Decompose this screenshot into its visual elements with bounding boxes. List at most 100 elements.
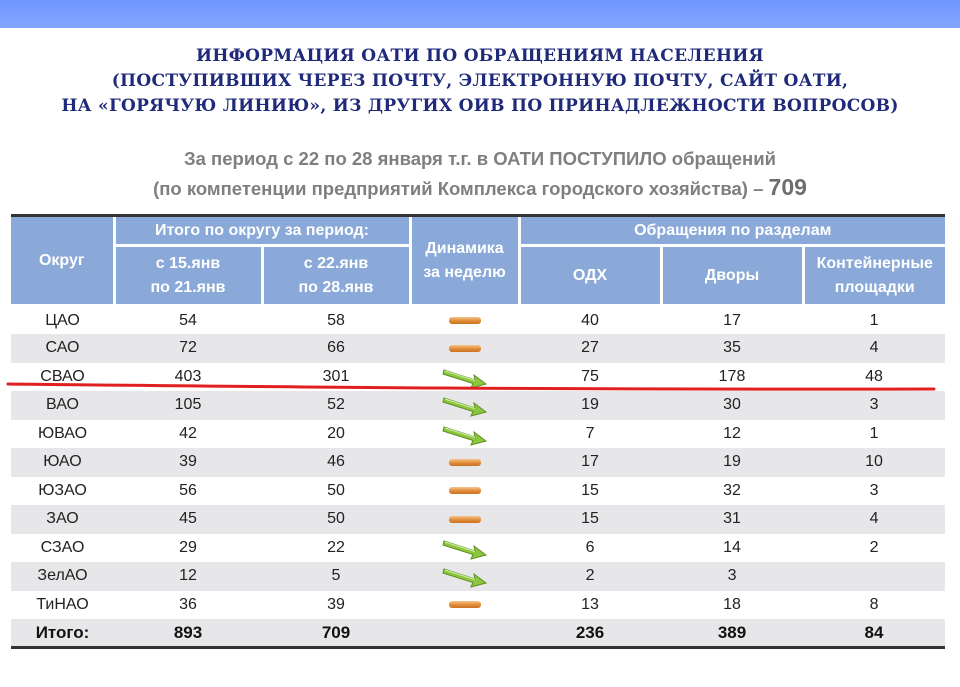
subtitle-total-count: 709 — [768, 174, 807, 200]
header-district: Округ — [11, 214, 114, 307]
table-row: ВАО 105 52 19 30 3 — [11, 391, 946, 420]
orange-dash-icon — [448, 487, 481, 495]
title-line-1: ИНФОРМАЦИЯ ОАТИ ПО ОБРАЩЕНИЯМ НАСЕЛЕНИЯ — [196, 46, 764, 66]
cell-district: СЗАО — [40, 538, 85, 556]
cell-curr: 52 — [262, 391, 411, 420]
cell-yards: 32 — [723, 481, 741, 499]
table-row: ЗелАО 12 5 2 3 — [11, 562, 946, 591]
cell-curr: 20 — [327, 424, 345, 442]
cell-curr: 5 — [262, 562, 411, 591]
cell-district: ЮАО — [11, 448, 114, 477]
cell-dynamic — [410, 306, 519, 335]
cell-yards: 30 — [661, 391, 804, 420]
cell-containers: 1 — [869, 424, 879, 442]
total-curr: 709 — [262, 619, 411, 649]
cell-odh: 7 — [585, 424, 595, 442]
cell-prev: 403 — [174, 367, 202, 385]
cell-dynamic — [410, 420, 519, 449]
cell-district: ЮЗАО — [38, 481, 87, 499]
cell-yards: 19 — [661, 448, 804, 477]
header-yards: Дворы — [659, 245, 804, 307]
cell-yards: 3 — [661, 562, 804, 591]
cell-yards: 178 — [718, 367, 746, 385]
table-row: СЗАО 29 22 6 14 2 — [11, 534, 945, 563]
total-odh: 236 — [519, 619, 662, 649]
table-body: ЦАО 54 58 40 17 1 САО 72 66 27 35 4 СВАО… — [11, 306, 946, 649]
subtitle-line-2-text: (по компетенции предприятий Комплекса го… — [153, 178, 764, 199]
orange-dash-icon — [448, 458, 481, 466]
orange-dash-icon — [448, 344, 481, 352]
title-line-3: НА «ГОРЯЧУЮ ЛИНИЮ», ИЗ ДРУГИХ ОИВ ПО ПРИ… — [61, 96, 899, 116]
cell-odh: 40 — [581, 311, 599, 329]
cell-prev: 45 — [114, 505, 262, 534]
table-row: САО 72 66 27 35 4 — [11, 334, 946, 363]
cell-yards: 14 — [723, 538, 741, 556]
cell-curr: 66 — [262, 334, 411, 363]
orange-dash-icon — [448, 515, 481, 523]
cell-odh: 17 — [519, 448, 662, 477]
cell-containers: 4 — [803, 334, 946, 363]
total-yards: 389 — [661, 619, 804, 649]
total-row: Итого: 893 709 236 389 84 — [11, 619, 946, 649]
green-down-arrow-icon — [441, 426, 487, 446]
cell-dynamic — [410, 334, 520, 363]
cell-containers: 2 — [869, 538, 879, 556]
total-label: Итого: — [11, 619, 114, 649]
green-down-arrow-icon — [441, 369, 487, 389]
green-down-arrow-icon — [441, 540, 487, 560]
cell-containers: 48 — [865, 367, 883, 385]
cell-yards: 12 — [723, 424, 741, 442]
header-period-prev-line-1: с 15.янв — [155, 254, 221, 272]
header-dynamics-line-2: за неделю — [423, 263, 506, 281]
cell-district: ВАО — [11, 391, 114, 420]
header-containers-line-1: Контейнерные — [816, 254, 933, 272]
cell-odh: 15 — [581, 481, 599, 499]
header-period-curr-line-2: по 28.янв — [298, 278, 374, 296]
appeals-table: Округ Итого по округу за период: Динамик… — [11, 214, 946, 649]
cell-odh: 2 — [519, 562, 662, 591]
cell-dynamic — [410, 477, 519, 506]
cell-curr: 39 — [327, 595, 345, 613]
top-banner — [0, 0, 960, 28]
subtitle-line-1: За период с 22 по 28 января т.г. в ОАТИ … — [184, 148, 776, 169]
header-sections-group: Обращения по разделам — [517, 214, 946, 247]
cell-odh: 13 — [581, 595, 599, 613]
cell-curr: 50 — [327, 481, 345, 499]
total-prev: 893 — [114, 619, 262, 649]
table-row: ЮВАО 42 20 7 12 1 — [11, 420, 945, 449]
cell-containers — [803, 562, 946, 591]
cell-dynamic — [410, 505, 520, 534]
page-subtitle: За период с 22 по 28 января т.г. в ОАТИ … — [0, 144, 960, 203]
page-title: ИНФОРМАЦИЯ ОАТИ ПО ОБРАЩЕНИЯМ НАСЕЛЕНИЯ … — [0, 44, 960, 119]
header-dynamics: Динамика за неделю — [408, 214, 520, 307]
cell-yards: 31 — [661, 505, 804, 534]
cell-containers: 8 — [869, 595, 879, 613]
cell-district: САО — [11, 334, 114, 363]
cell-dynamic — [410, 363, 519, 392]
cell-prev: 105 — [114, 391, 262, 420]
header-period-curr-line-1: с 22.янв — [303, 254, 369, 272]
cell-curr: 58 — [327, 311, 345, 329]
cell-prev: 42 — [179, 424, 197, 442]
cell-yards: 17 — [723, 311, 741, 329]
table-row: ЗАО 45 50 15 31 4 — [11, 505, 946, 534]
table-row: ЮАО 39 46 17 19 10 — [11, 448, 946, 477]
cell-odh: 19 — [519, 391, 662, 420]
header-period-group: Итого по округу за период: — [112, 214, 411, 247]
cell-dynamic — [410, 391, 520, 420]
total-containers: 84 — [803, 619, 946, 649]
cell-containers: 3 — [869, 481, 879, 499]
cell-dynamic — [410, 591, 519, 620]
cell-odh: 15 — [519, 505, 662, 534]
cell-prev: 56 — [179, 481, 197, 499]
total-dynamic — [410, 619, 520, 649]
header-period-prev: с 15.янв по 21.янв — [112, 245, 262, 307]
cell-curr: 22 — [327, 538, 345, 556]
cell-containers: 10 — [803, 448, 946, 477]
cell-odh: 6 — [585, 538, 595, 556]
table-row: ЦАО 54 58 40 17 1 — [11, 306, 945, 335]
header-dynamics-line-1: Динамика — [425, 239, 504, 257]
title-line-2: (ПОСТУПИВШИХ ЧЕРЕЗ ПОЧТУ, ЭЛЕКТРОННУЮ ПО… — [111, 71, 849, 91]
cell-prev: 36 — [179, 595, 197, 613]
header-containers-line-2: площадки — [834, 278, 915, 296]
